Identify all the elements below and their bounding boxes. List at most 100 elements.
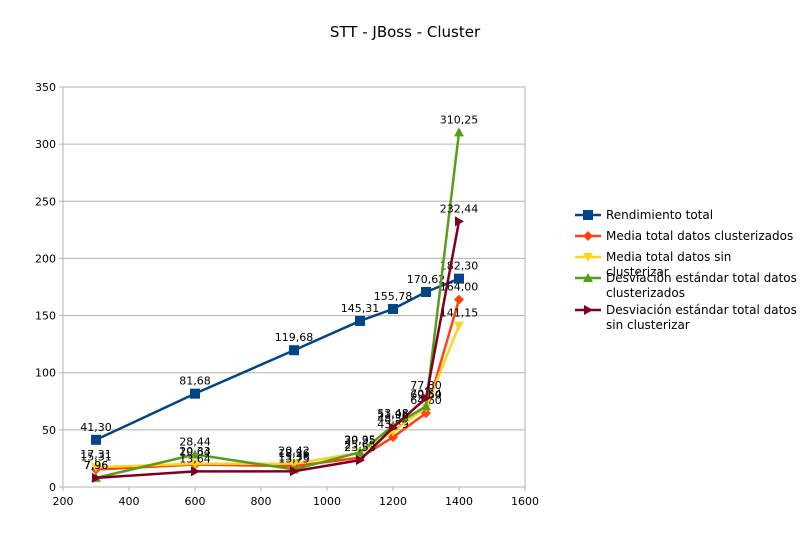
legend-item: Rendimiento total [575,208,713,222]
data-label: 53,48 [377,407,409,420]
data-label: 30,35 [344,433,376,446]
data-label: 29,95 [344,434,376,447]
data-label: 170,62 [407,273,446,286]
data-point [91,434,101,445]
data-point [454,321,464,331]
data-point [421,401,431,411]
legend-label: Desviación estándar total datos clusteriz… [606,271,797,300]
x-tick-label: 600 [185,495,206,508]
legend-marker [583,210,593,220]
data-point [290,466,299,477]
series-4: 7,96 13,64 13,75 23,53 51,96 77,80 232,44 [84,202,479,483]
data-label: 141,15 [440,307,479,320]
data-label: 145,31 [341,302,380,315]
data-point [355,447,365,457]
data-point [388,303,398,314]
chart-title: STT - JBoss - Cluster [330,23,481,41]
data-point [190,388,200,399]
data-label: 81,68 [179,375,211,388]
data-label: 28,44 [179,435,211,448]
data-point [389,422,398,433]
data-point [422,393,431,404]
legend-label: Media total datos sin clusterizar [606,250,731,279]
legend-label-line: clusterizados [606,286,685,300]
y-tick-label: 250 [35,195,56,208]
y-tick-label: 350 [35,81,56,94]
data-label: 41,30 [80,421,112,434]
data-point [355,315,365,326]
legend-label-line: Desviación estándar total datos [606,271,797,285]
legend-marker [583,231,593,241]
data-label: 20,42 [278,445,310,458]
data-point [356,455,365,466]
data-point [191,466,200,477]
y-tick-label: 300 [35,138,56,151]
legend-marker [583,273,593,282]
legend-label-line: Media total datos clusterizados [606,229,793,243]
y-tick-label: 50 [42,424,56,437]
data-label: 182,30 [440,260,479,273]
legend-label: Media total datos clusterizados [606,229,793,243]
data-label: 7,96 [84,459,109,472]
y-tick-label: 0 [49,481,56,494]
legend-label-line: Media total datos sin [606,250,731,264]
x-tick-label: 1600 [511,495,539,508]
data-point [91,463,101,473]
x-tick-label: 400 [119,495,140,508]
y-tick-label: 100 [35,367,56,380]
x-tick-label: 1000 [313,495,341,508]
data-label: 23,53 [344,441,376,454]
data-label: 155,78 [374,290,413,303]
legend-item: Media total datos sin clusterizar [575,250,731,279]
legend-item: Desviación estándar total datos sin clust… [575,303,797,332]
data-label: 13,64 [179,452,211,465]
y-tick-label: 150 [35,310,56,323]
legend-label-line: Desviación estándar total datos [606,303,797,317]
data-label: 310,25 [440,113,479,126]
legend-item: Desviación estándar total datos clusteriz… [575,271,797,300]
x-tick-label: 1400 [445,495,473,508]
data-label: 15,31 [80,451,112,464]
x-tick-label: 1200 [379,495,407,508]
data-label: 51,96 [377,409,409,422]
legend-label-line: sin clusterizar [606,318,690,332]
data-point [421,287,431,298]
data-point [289,345,299,356]
data-point [454,273,464,284]
data-point [190,459,200,469]
data-label: 13,75 [278,452,310,465]
data-point [454,294,464,305]
data-label: 18,26 [278,447,310,460]
data-point [388,432,398,443]
legend-label: Rendimiento total [606,208,713,222]
x-tick-label: 800 [251,495,272,508]
data-label: 15,36 [278,450,310,463]
legend-marker [584,305,593,315]
y-tick-label: 200 [35,252,56,265]
data-label: 77,80 [410,379,442,392]
data-label: 7,96 [84,459,109,472]
legend: Rendimiento total Media total datos clust… [575,208,797,332]
data-label: 17,31 [80,448,112,461]
legend-marker [583,253,593,262]
data-point [92,472,101,483]
data-label: 119,68 [275,331,314,344]
data-point [190,449,200,459]
legend-label-line: clusterizar [606,265,669,279]
x-tick-label: 200 [53,495,74,508]
legend-label: Desviación estándar total datos sin clust… [606,303,797,332]
plot-area: 0 50 100 150 200 250 300 350 200 400 600 800 1000 120… [35,81,539,508]
data-label: 232,44 [440,202,479,215]
plot-border [62,86,526,488]
data-label: 164,00 [440,281,479,294]
data-point [289,459,299,469]
legend-label-line: Rendimiento total [606,208,713,222]
data-point [454,127,464,137]
legend-item: Media total datos clusterizados [575,229,793,243]
data-point [455,216,464,227]
